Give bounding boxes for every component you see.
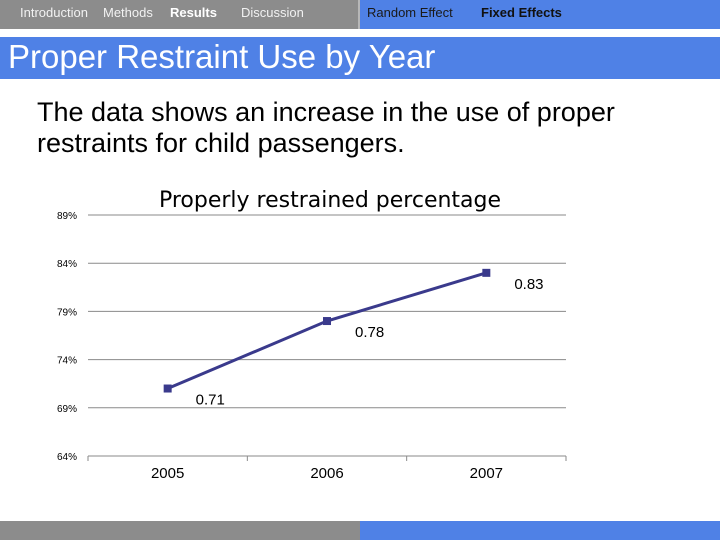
series-line bbox=[167, 271, 487, 390]
nav-discussion[interactable]: Discussion bbox=[241, 5, 304, 20]
y-tick-label: 74% bbox=[57, 356, 77, 367]
footer-right-band bbox=[360, 521, 720, 540]
data-point bbox=[163, 384, 172, 393]
y-tick-label: 79% bbox=[57, 307, 77, 318]
nav-introduction[interactable]: Introduction bbox=[20, 5, 88, 20]
nav-divider bbox=[358, 0, 360, 29]
x-tick-label: 2007 bbox=[470, 465, 503, 482]
slide-title: Proper Restraint Use by Year bbox=[8, 38, 436, 75]
y-tick-label: 84% bbox=[57, 259, 77, 270]
y-axis-ticks: 64% 69% 74% 79% 84% 89% bbox=[57, 211, 77, 463]
y-tick-label: 89% bbox=[57, 211, 77, 222]
footer-left-band bbox=[0, 521, 360, 540]
series-layer: 0.71 0.78 0.83 bbox=[163, 268, 544, 409]
chart-title: Properly restrained percentage bbox=[159, 188, 501, 213]
top-nav-right bbox=[360, 0, 720, 29]
chart-grid bbox=[88, 214, 566, 457]
nav-results[interactable]: Results bbox=[170, 5, 217, 20]
y-tick-label: 69% bbox=[57, 404, 77, 415]
x-tick-label: 2005 bbox=[151, 465, 184, 482]
data-label: 0.83 bbox=[514, 276, 543, 293]
data-label: 0.71 bbox=[196, 392, 225, 409]
nav-methods[interactable]: Methods bbox=[103, 5, 153, 20]
slide-body: The data shows an increase in the use of… bbox=[37, 97, 615, 158]
line-chart: Properly restrained percentage 64% 69% 74%… bbox=[57, 188, 567, 482]
data-point bbox=[323, 317, 331, 326]
y-tick-label: 64% bbox=[57, 452, 77, 463]
x-tick-label: 2006 bbox=[310, 465, 343, 482]
nav-fixed-effects[interactable]: Fixed Effects bbox=[481, 5, 562, 20]
data-label: 0.78 bbox=[355, 324, 384, 341]
data-point bbox=[482, 268, 491, 277]
nav-random-effect[interactable]: Random Effect bbox=[367, 5, 453, 20]
x-axis: 2005 2006 2007 bbox=[87, 455, 567, 482]
title-band bbox=[0, 37, 720, 79]
